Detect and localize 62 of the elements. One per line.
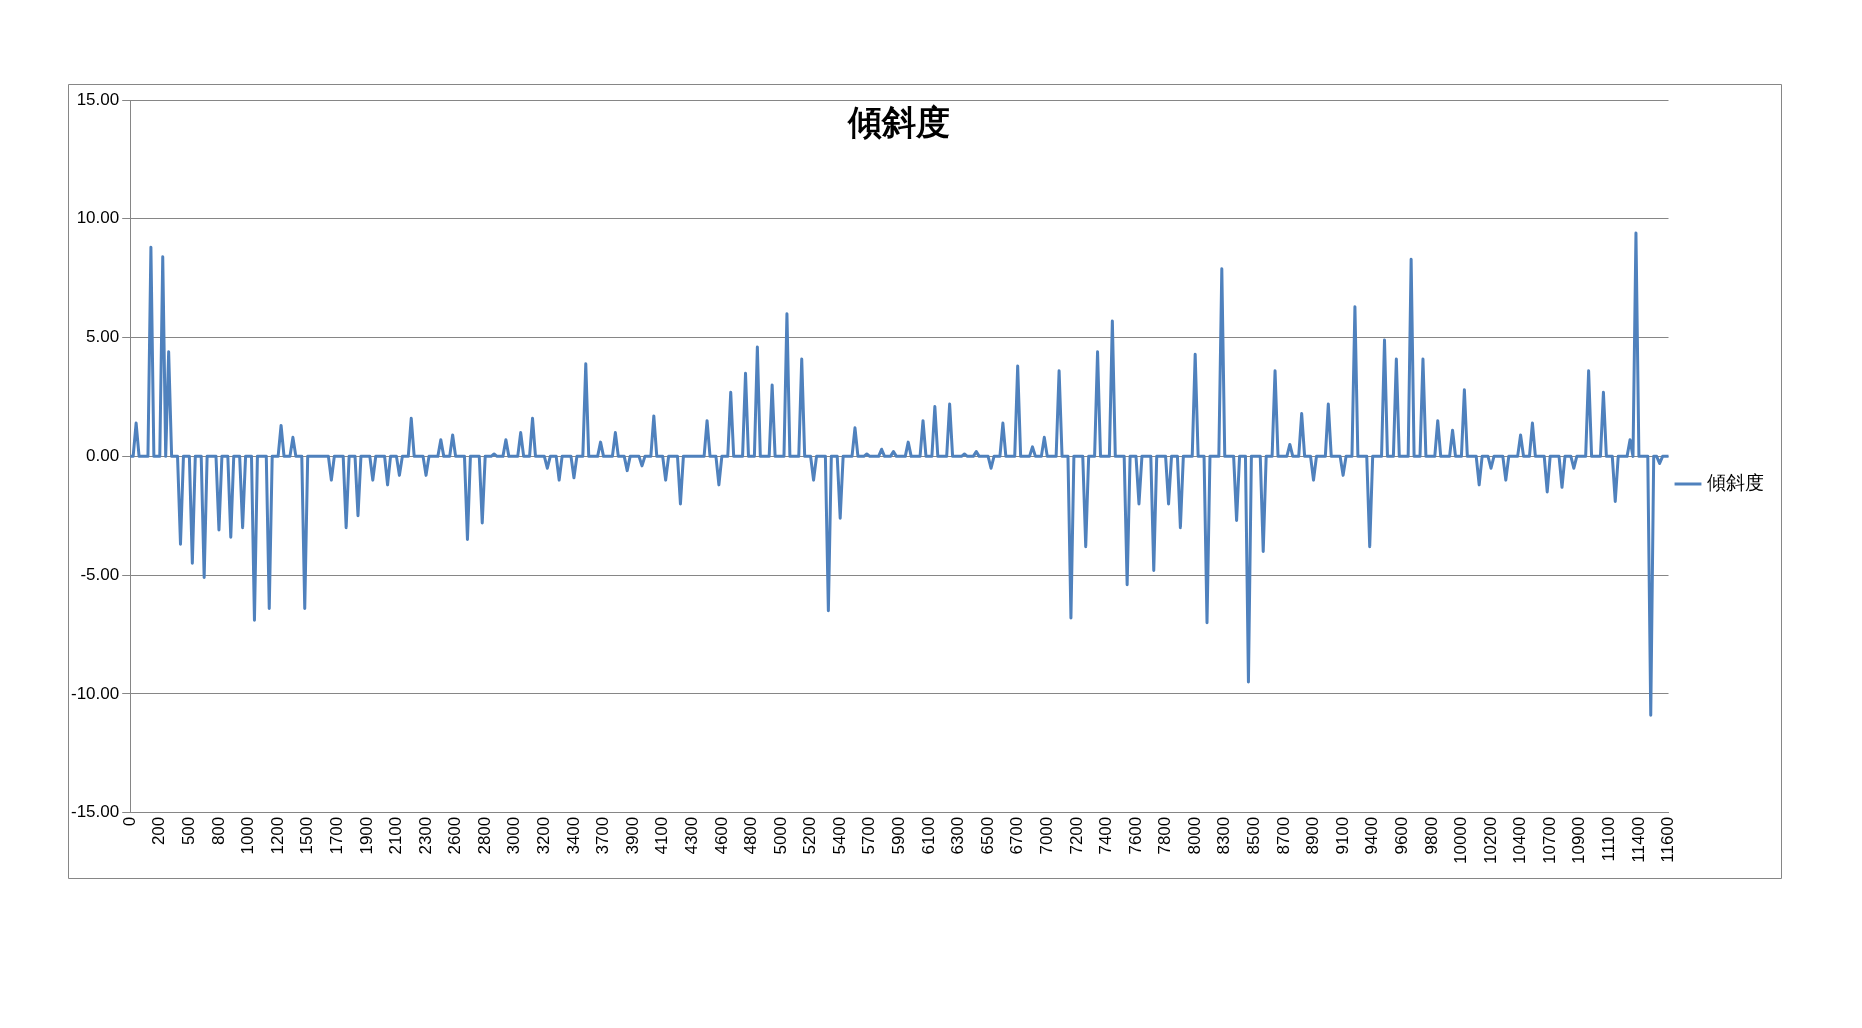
x-tick-label: 9100 xyxy=(1332,816,1352,855)
x-tick-label: 6100 xyxy=(918,816,938,855)
y-tick-label: -10.00 xyxy=(71,683,120,703)
y-tick-label: 0.00 xyxy=(86,446,120,466)
x-tick-label: 7800 xyxy=(1155,816,1175,855)
x-tick-label: 5400 xyxy=(829,816,849,855)
x-tick-label: 7000 xyxy=(1036,816,1056,855)
y-tick-label: 5.00 xyxy=(86,327,120,347)
x-tick-label: 5000 xyxy=(770,816,790,855)
y-tick-label: 15.00 xyxy=(76,89,120,109)
x-tick-label: 7400 xyxy=(1096,816,1116,855)
x-tick-label: 4600 xyxy=(711,816,731,855)
y-tick-label: -15.00 xyxy=(71,802,120,822)
x-tick-label: 5900 xyxy=(889,816,909,855)
x-tick-label: 8000 xyxy=(1184,816,1204,855)
x-tick-label: 5700 xyxy=(859,816,879,855)
x-tick-label: 3900 xyxy=(622,816,642,855)
x-tick-label: 11100 xyxy=(1599,816,1619,862)
x-tick-label: 800 xyxy=(208,816,228,846)
x-tick-label: 10900 xyxy=(1569,816,1589,865)
x-tick-label: 10000 xyxy=(1451,816,1471,865)
x-tick-label: 8500 xyxy=(1244,816,1264,855)
x-tick-label: 3700 xyxy=(593,816,613,855)
x-tick-label: 8700 xyxy=(1273,816,1293,855)
x-tick-label: 2300 xyxy=(415,816,435,855)
x-tick-label: 3200 xyxy=(534,816,554,855)
x-tick-label: 9600 xyxy=(1391,816,1411,855)
x-tick-label: 1700 xyxy=(326,816,346,855)
x-tick-label: 10400 xyxy=(1510,816,1530,865)
x-tick-label: 6500 xyxy=(977,816,997,855)
x-tick-label: 4800 xyxy=(741,816,761,855)
x-tick-label: 1500 xyxy=(297,816,317,855)
x-tick-label: 2800 xyxy=(474,816,494,855)
x-tick-label: 8300 xyxy=(1214,816,1234,855)
x-tick-label: 3400 xyxy=(563,816,583,855)
x-tick-label: 6700 xyxy=(1007,816,1027,855)
x-tick-label: 200 xyxy=(149,816,169,846)
x-tick-label: 2600 xyxy=(445,816,465,855)
x-tick-label: 5200 xyxy=(800,816,820,855)
x-tick-label: 11400 xyxy=(1628,816,1648,863)
x-tick-label: 4300 xyxy=(681,816,701,855)
x-tick-label: 7200 xyxy=(1066,816,1086,855)
x-tick-label: 4100 xyxy=(652,816,672,855)
x-tick-label: 3000 xyxy=(504,816,524,855)
x-tick-label: 11600 xyxy=(1658,816,1678,863)
x-tick-label: 10700 xyxy=(1539,816,1559,865)
x-tick-label: 1000 xyxy=(238,816,258,855)
x-tick-label: 8900 xyxy=(1303,816,1323,855)
y-tick-label: -5.00 xyxy=(80,564,120,584)
x-tick-label: 1900 xyxy=(356,816,376,855)
chart-title: 傾斜度 xyxy=(847,103,951,142)
x-tick-label: 0 xyxy=(119,816,139,827)
x-tick-label: 500 xyxy=(179,816,199,846)
x-tick-label: 1200 xyxy=(267,816,287,855)
x-tick-label: 9400 xyxy=(1362,816,1382,855)
x-tick-label: 7600 xyxy=(1125,816,1145,855)
x-tick-label: 2100 xyxy=(386,816,406,855)
x-tick-label: 10200 xyxy=(1480,816,1500,865)
x-tick-label: 6300 xyxy=(948,816,968,855)
y-tick-label: 10.00 xyxy=(76,208,120,228)
x-tick-label: 9800 xyxy=(1421,816,1441,855)
legend-label: 傾斜度 xyxy=(1707,472,1764,494)
